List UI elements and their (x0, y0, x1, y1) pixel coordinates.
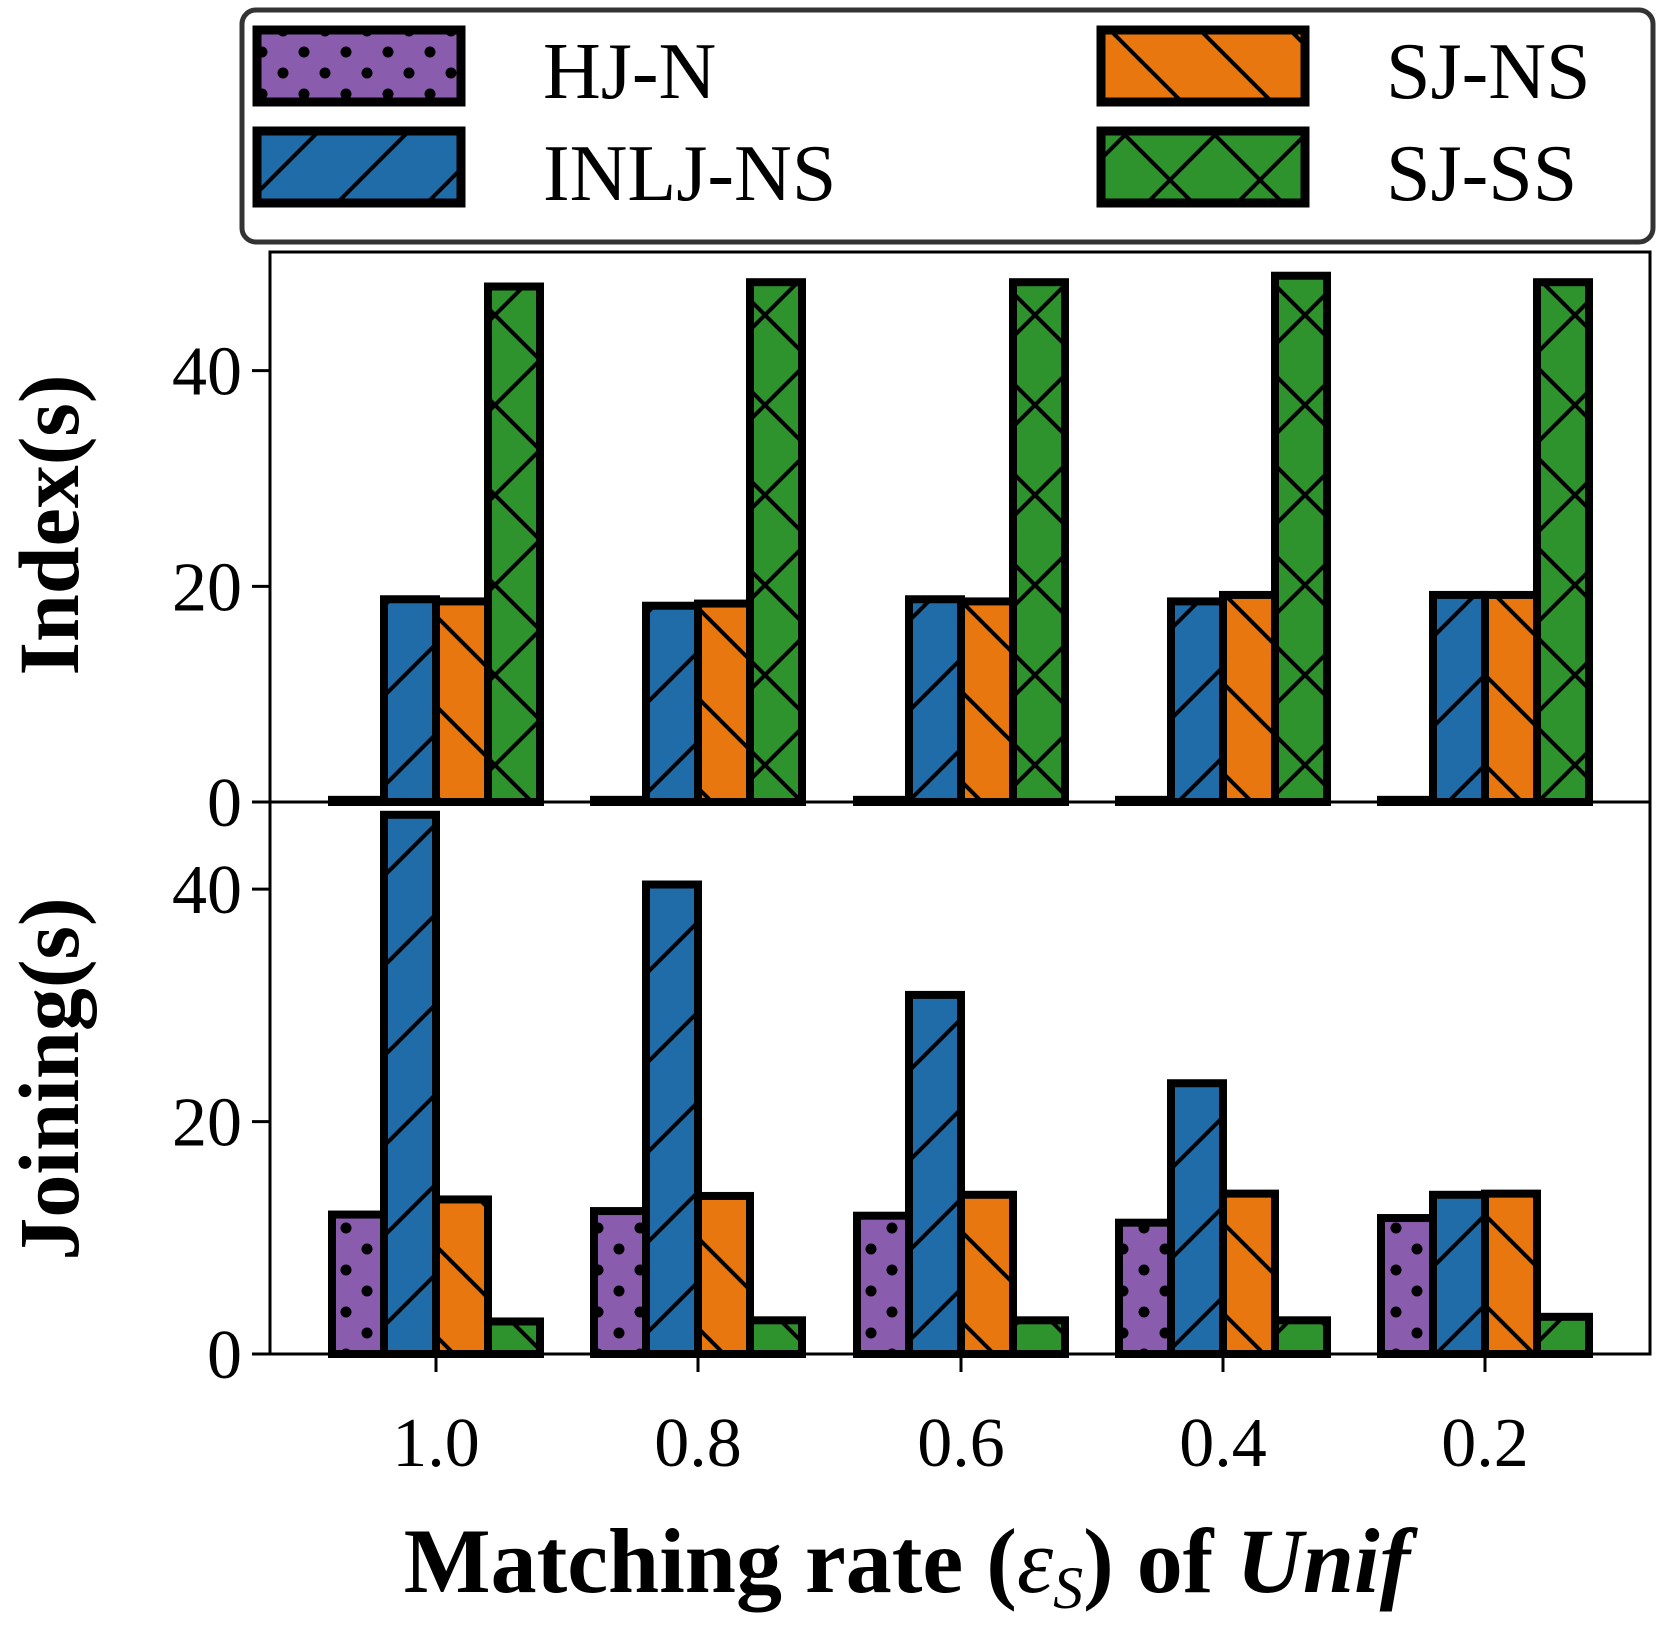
bar-joining-sj-ns-0.6 (957, 1190, 1017, 1359)
bar-joining-sj-ss-0.6 (1009, 1316, 1069, 1359)
bar-joining-sj-ss-0.2 (1533, 1312, 1593, 1358)
bar-joining-hj-n-0.4 (1115, 1218, 1175, 1359)
x-axis-title-dataset: Unif (1236, 1510, 1418, 1612)
y-tick-label-1-2: 40 (172, 852, 242, 929)
y-tick-label-1-0: 0 (207, 1317, 242, 1394)
bar-joining-hj-n-0.8 (590, 1207, 650, 1358)
legend-label-inlj-ns: INLJ-NS (543, 130, 836, 218)
bar-index-sj-ss-0.6 (1009, 278, 1069, 806)
legend-label-hj-n: HJ-N (543, 28, 716, 116)
x-tick-label-4: 0.2 (1441, 1405, 1529, 1482)
bar-index-inlj-ns-0.2 (1429, 590, 1489, 806)
bar-index-sj-ss-0.8 (746, 278, 806, 806)
legend-item-inlj-ns: INLJ-NS (252, 126, 836, 218)
bar-joining-inlj-ns-0.2 (1429, 1190, 1489, 1359)
bar-joining-inlj-ns-0.8 (642, 880, 702, 1358)
legend-swatch-inlj-ns (252, 126, 466, 208)
bar-index-sj-ns-0.4 (1219, 590, 1279, 806)
x-axis-title-symbol: ε (1017, 1510, 1054, 1612)
y-tick-label-1-1: 20 (172, 1085, 242, 1162)
bar-index-sj-ns-1.0 (432, 597, 492, 806)
bar-joining-sj-ss-0.8 (746, 1316, 806, 1359)
index-time-panel: 0 20 40 (172, 250, 1652, 842)
bar-joining-hj-n-1.0 (328, 1210, 388, 1358)
bar-joining-sj-ns-0.2 (1481, 1189, 1541, 1359)
x-axis-title-middle: ) of (1083, 1510, 1236, 1612)
x-tick-label-1: 0.8 (654, 1405, 742, 1482)
legend-label-sj-ss: SJ-SS (1386, 130, 1577, 218)
x-axis-title-prefix: Matching rate ( (404, 1510, 1017, 1612)
bar-index-inlj-ns-0.6 (905, 595, 965, 806)
bar-joining-sj-ns-0.8 (694, 1191, 754, 1359)
bar-joining-inlj-ns-0.4 (1167, 1079, 1227, 1359)
y-tick-label-0-2: 40 (172, 334, 242, 411)
bar-joining-sj-ss-0.4 (1271, 1316, 1331, 1359)
bar-joining-sj-ss-1.0 (484, 1317, 544, 1359)
legend-swatch-sj-ss (1096, 126, 1310, 208)
bar-index-sj-ss-0.4 (1271, 271, 1331, 807)
legend-item-sj-ns: SJ-NS (1096, 25, 1591, 116)
joining-ylabel: Joining(s) (1, 897, 97, 1260)
legend-label-sj-ns: SJ-NS (1386, 28, 1591, 116)
x-axis-title: Matching rate (εS) of Unif (404, 1510, 1419, 1621)
bar-joining-hj-n-0.6 (853, 1211, 913, 1358)
bar-index-sj-ss-0.2 (1533, 278, 1593, 806)
legend-item-hj-n: HJ-N (252, 25, 716, 116)
legend-item-sj-ss: SJ-SS (1096, 126, 1577, 218)
x-tick-label-2: 0.6 (917, 1405, 1005, 1482)
bar-index-inlj-ns-0.4 (1167, 597, 1227, 806)
bar-joining-sj-ns-1.0 (432, 1195, 492, 1358)
bar-index-sj-ns-0.6 (957, 597, 1017, 806)
x-axis-title-subscript: S (1053, 1555, 1083, 1621)
bar-joining-hj-n-0.2 (1377, 1214, 1437, 1358)
bar-index-inlj-ns-1.0 (380, 595, 440, 806)
bar-index-sj-ns-0.8 (694, 599, 754, 806)
legend-swatch-sj-ns (1096, 25, 1310, 107)
legend-swatch-hj-n (252, 25, 466, 107)
bar-index-inlj-ns-0.8 (642, 601, 702, 806)
legend: HJ-N INLJ-NS SJ-NS SJ-SS (239, 7, 1656, 245)
bar-joining-inlj-ns-0.6 (905, 990, 965, 1358)
joining-time-panel: 0 20 40 (172, 800, 1652, 1394)
x-axis: 1.0 0.8 0.6 0.4 0.2 (392, 1354, 1529, 1482)
y-tick-label-0-0: 0 (207, 765, 242, 842)
x-tick-label-3: 0.4 (1179, 1405, 1267, 1482)
bar-index-sj-ss-1.0 (484, 282, 544, 806)
bar-index-sj-ns-0.2 (1481, 590, 1541, 806)
index-ylabel: Index(s) (1, 374, 97, 675)
bar-joining-inlj-ns-1.0 (380, 810, 440, 1358)
y-tick-label-0-1: 20 (172, 549, 242, 626)
x-tick-label-0: 1.0 (392, 1405, 480, 1482)
bar-joining-sj-ns-0.4 (1219, 1189, 1279, 1359)
